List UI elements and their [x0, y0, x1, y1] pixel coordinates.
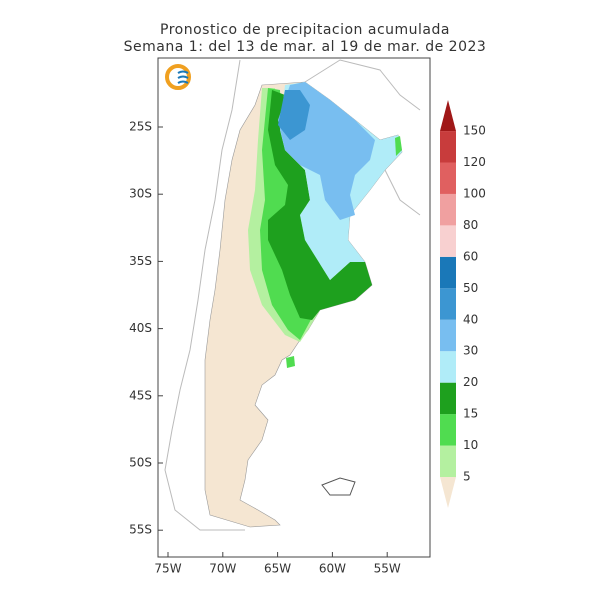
- precip-zone: [286, 356, 295, 368]
- lon-label: 55W: [374, 562, 401, 576]
- lat-label: 25S: [129, 120, 152, 134]
- colorbar-segment: [440, 382, 456, 415]
- lon-label: 60W: [319, 562, 346, 576]
- colorbar-label: 15: [463, 407, 478, 421]
- map-title: Pronostico de precipitacion acumulada: [160, 22, 450, 38]
- colorbar-high: [440, 100, 456, 132]
- lat-label: 55S: [129, 523, 152, 537]
- lat-label: 30S: [129, 187, 152, 201]
- precip-zone: [268, 90, 372, 320]
- colorbar-label: 5: [463, 470, 471, 484]
- colorbar-label: 20: [463, 375, 478, 389]
- colorbar-segment: [440, 414, 456, 446]
- precip-zone: [278, 90, 310, 140]
- lon-label: 70W: [209, 562, 236, 576]
- colorbar-segment: [440, 288, 456, 320]
- colorbar-segment: [440, 225, 456, 257]
- colorbar-segment: [440, 256, 456, 289]
- logo: [165, 64, 191, 90]
- colorbar-label: 60: [463, 249, 478, 263]
- colorbar-segment: [440, 351, 456, 383]
- lon-label: 65W: [264, 562, 291, 576]
- colorbar-label: 50: [463, 281, 478, 295]
- border: [304, 59, 421, 111]
- lat-label: 40S: [129, 321, 152, 335]
- colorbar-label: 30: [463, 344, 478, 358]
- colorbar-label: 100: [463, 186, 486, 200]
- colorbar-label: 150: [463, 124, 486, 138]
- colorbar-label: 10: [463, 438, 478, 452]
- lon-label: 75W: [154, 562, 181, 576]
- colorbar-segment: [440, 162, 456, 194]
- lat-label: 45S: [129, 388, 152, 402]
- border: [384, 169, 421, 216]
- lat-label: 50S: [129, 456, 152, 470]
- map-subtitle: Semana 1: del 13 de mar. al 19 de mar. d…: [124, 39, 487, 55]
- colorbar-label: 40: [463, 312, 478, 326]
- colorbar-segment: [440, 319, 456, 352]
- colorbar-label: 80: [463, 218, 478, 232]
- logo-waves: [177, 70, 189, 84]
- coastline: [164, 59, 245, 531]
- lat-label: 35S: [129, 254, 152, 268]
- colorbar-segment: [440, 193, 456, 226]
- colorbar-label: 120: [463, 155, 486, 169]
- map-land: [164, 59, 421, 531]
- islands: [321, 477, 356, 496]
- colorbar-low: [440, 477, 456, 508]
- logo-ring: [165, 64, 191, 90]
- precip-zone: [395, 136, 402, 156]
- colorbar-segment: [440, 445, 456, 477]
- colorbar-segment: [440, 131, 456, 163]
